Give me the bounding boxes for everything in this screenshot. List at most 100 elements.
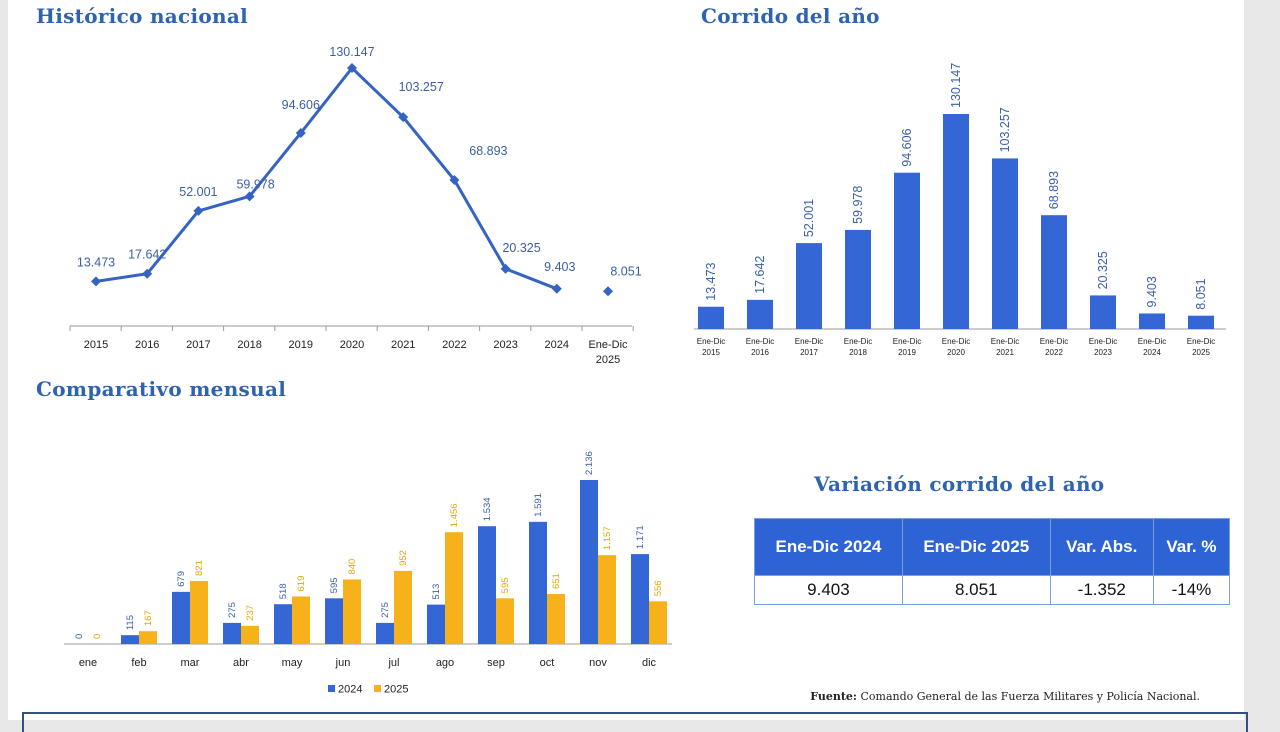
bar [796,243,822,329]
x-tick-label: 2024 [1143,348,1161,357]
legend-swatch-2025 [374,685,381,692]
bar-2025 [547,594,565,644]
bar [747,299,773,329]
data-label: 68.893 [469,144,507,158]
bar-value-label: 1.171 [635,525,646,549]
bar-2024 [325,598,343,644]
x-tick-label: Ene-Dic [588,339,628,351]
data-point-marker [551,283,562,294]
bar-2025 [343,579,361,644]
bar-value-label: 17.642 [753,256,767,294]
x-tick-label: 2019 [289,339,313,351]
bar [1041,215,1067,329]
corrido-title: Corrido del año [701,4,880,28]
x-tick-label: 2022 [1045,348,1063,357]
bar-value-label: 518 [278,583,289,599]
bottom-frame [22,712,1248,732]
series-line [95,66,558,291]
data-label: 9.403 [544,260,575,274]
x-tick-label: 2015 [84,339,108,351]
bar-2024 [529,521,547,644]
x-tick-label: 2018 [237,339,261,351]
x-tick-label: Ene-Dic [1089,337,1117,346]
data-point-marker [398,112,409,123]
bar [894,172,920,329]
bar-2024 [121,635,139,644]
x-tick-label: 2021 [996,348,1014,357]
x-tick-label: Ene-Dic [697,337,725,346]
x-tick-label: mar [181,657,200,669]
data-label: 130.147 [329,45,374,59]
bar-value-label: 275 [380,602,391,618]
bar-value-label: 1.534 [482,497,493,521]
variacion-table: Ene-Dic 2024 Ene-Dic 2025 Var. Abs. Var.… [754,518,1231,605]
bar-value-label: 0 [92,634,103,639]
bar-value-label: 679 [176,571,187,587]
x-tick-label: Ene-Dic [1187,337,1215,346]
data-label: 94.606 [282,98,320,112]
x-tick-label: nov [589,657,607,669]
x-tick-label: Ene-Dic [991,337,1019,346]
data-label: 20.325 [502,241,540,255]
value-ene-dic-2024: 9.403 [754,575,903,605]
bar-value-label: 821 [194,560,205,576]
x-tick-label: Ene-Dic [942,337,970,346]
bar [1188,315,1214,329]
bar-2024 [172,591,190,644]
bar-value-label: 9.403 [1145,276,1159,307]
x-tick-label: 2017 [800,348,818,357]
bar [1090,295,1116,329]
bar-value-label: 651 [551,573,562,589]
mensual-title: Comparativo mensual [36,377,287,401]
legend-label-2024: 2024 [338,684,362,696]
variacion-value-row: 9.403 8.051 -1.352 -14% [754,575,1231,605]
bar-value-label: 59.978 [851,186,865,224]
variacion-title: Variación corrido del año [814,472,1105,496]
data-label: 52.001 [179,185,217,199]
bar-2024 [631,554,649,644]
x-tick-label: 2020 [340,339,364,351]
x-tick-label: jun [335,657,351,669]
bar-value-label: 68.893 [1047,171,1061,209]
report-page: Histórico nacional Corrido del año Compa… [8,0,1244,720]
bar-value-label: 952 [398,550,409,566]
bar-value-label: 13.473 [704,262,718,300]
data-label: 13.473 [77,255,115,269]
bar [943,114,969,329]
historico-title: Histórico nacional [36,4,249,28]
corrido-bar-chart: 13.473 Ene-Dic 2015 17.642 Ene-Dic 2016 52.001… [694,63,1226,357]
data-point-marker [603,286,613,297]
bar-value-label: 94.606 [900,128,914,166]
bar-value-label: 8.051 [1194,278,1208,309]
value-var-pct: -14% [1152,575,1231,605]
bar-value-label: 52.001 [802,199,816,237]
bar-value-label: 619 [296,576,307,592]
bar [992,158,1018,329]
bar-value-label: 1.157 [602,526,613,550]
data-label: 103.257 [399,80,444,94]
header-ene-dic-2024: Ene-Dic 2024 [754,518,903,576]
bar-2024 [478,526,496,644]
bar-value-label: 167 [143,610,154,626]
x-tick-label: 2024 [545,339,569,351]
data-label: 59.978 [236,177,274,191]
data-point-marker [347,63,357,73]
x-tick-label: 2023 [1094,348,1112,357]
x-tick-label: 2018 [849,348,867,357]
bar-value-label: 20.325 [1096,251,1110,289]
bar-2025 [241,625,259,644]
x-tick-label: 2025 [596,354,620,366]
bar-2025 [598,555,616,644]
source-label: Fuente: [810,690,857,703]
bar-2025 [190,580,208,644]
bar-value-label: 556 [653,580,664,596]
x-tick-label: dic [642,657,657,669]
x-tick-label: 2016 [751,348,769,357]
bar-value-label: 2.136 [584,451,595,475]
bar-value-label: 115 [125,615,136,630]
bar-2025 [445,532,463,644]
bar-value-label: 130.147 [949,63,963,108]
x-tick-label: 2023 [493,339,517,351]
header-ene-dic-2025: Ene-Dic 2025 [901,518,1051,576]
bar [698,306,724,329]
